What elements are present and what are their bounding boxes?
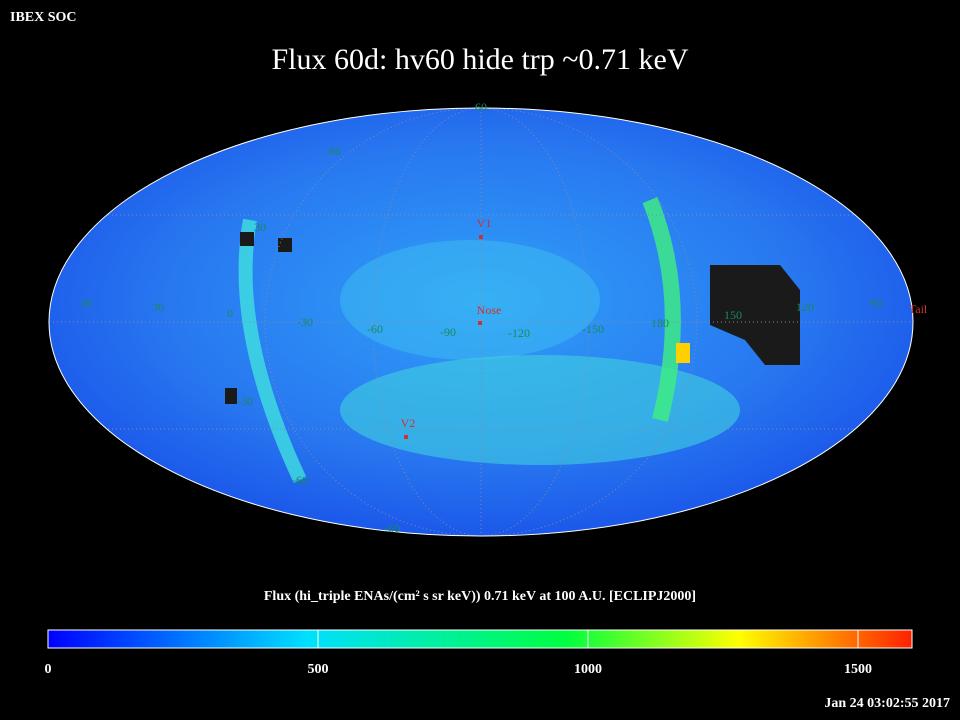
colorbar — [47, 629, 913, 649]
grid-label: 180 — [651, 316, 669, 330]
grid-label: -90 — [440, 325, 456, 339]
marker-label: V2 — [401, 416, 416, 430]
colorbar-tick-label: 1500 — [844, 662, 872, 677]
timestamp: Jan 24 03:02:55 2017 — [824, 696, 950, 711]
grid-label: -30 — [297, 315, 313, 329]
ribbon-arc — [238, 218, 307, 483]
grid-label: 0 — [227, 306, 233, 320]
nose-region — [340, 240, 600, 360]
map-border — [48, 107, 914, 537]
grid-label: 90 — [870, 296, 882, 310]
masked-region — [710, 265, 800, 365]
grid-label: -30 — [237, 394, 253, 408]
marker-label: Tail — [909, 302, 928, 316]
colorbar-tick-label: 500 — [308, 662, 329, 677]
colorbar-title: Flux (hi_triple ENAs/(cm² s sr keV)) 0.7… — [264, 589, 696, 604]
header-label: IBEX SOC — [10, 10, 77, 25]
masked-region — [225, 388, 237, 404]
ribbon-region — [340, 355, 740, 465]
ribbon-arc — [642, 197, 681, 422]
masked-region — [240, 232, 254, 246]
grid-label: -150 — [582, 322, 604, 336]
grid-label: 150 — [724, 308, 742, 322]
marker-label: Nose — [477, 303, 502, 317]
grid-label: 60 — [475, 100, 487, 114]
colorbar-tick-label: 0 — [45, 662, 52, 677]
grid-label: -120 — [508, 326, 530, 340]
grid-label: -60 — [292, 473, 308, 487]
grid-label: 30 — [80, 296, 92, 310]
marker-label: V1 — [477, 216, 492, 230]
colorbar-tick-label: 1000 — [574, 662, 602, 677]
grid-label: 120 — [796, 300, 814, 314]
grid-label: 30 — [152, 300, 164, 314]
marker-dot — [478, 321, 482, 325]
marker-dot — [404, 435, 408, 439]
grid-label: 30 — [254, 220, 266, 234]
title: Flux 60d: hv60 hide trp ~0.71 keV — [271, 43, 688, 76]
marker-dot — [479, 235, 483, 239]
masked-region — [278, 238, 292, 252]
grid-label: -60 — [367, 322, 383, 336]
hot-spot — [676, 343, 690, 363]
grid-label: -60 — [384, 521, 400, 535]
grid-label: -60 — [325, 144, 341, 158]
